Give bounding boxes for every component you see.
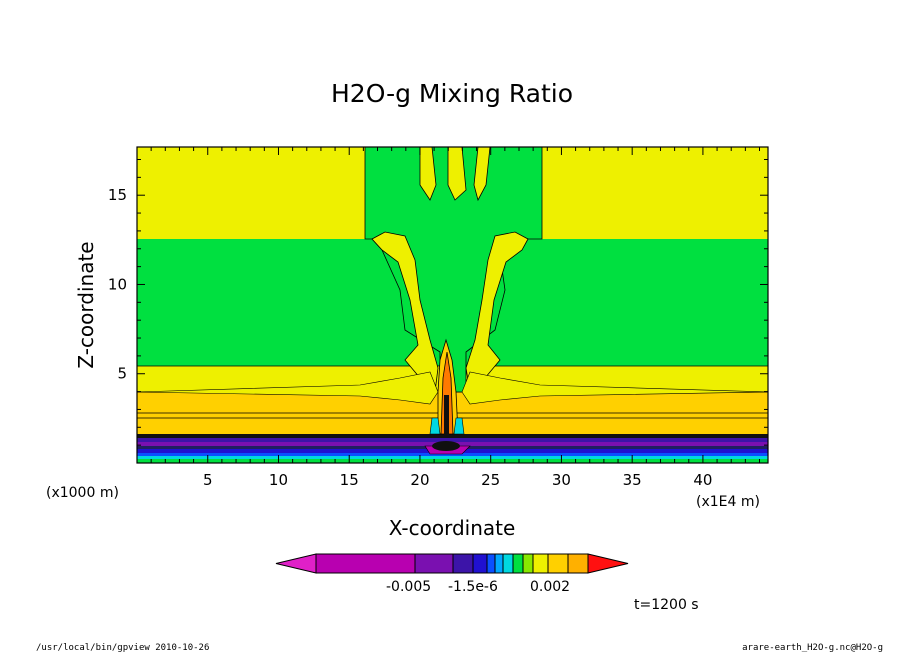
colorbar-segment	[472, 553, 488, 574]
core-dark	[444, 395, 449, 435]
band-dark	[137, 434, 768, 438]
y-axis-title: Z-coordinate	[74, 241, 98, 368]
colorbar-segment	[414, 553, 454, 574]
y-axis: 5 10 15	[108, 158, 768, 446]
x-tick-label: 40	[693, 471, 712, 489]
x-tick-label: 30	[552, 471, 571, 489]
colorbar-segment	[532, 553, 549, 574]
colorbar-label: -1.5e-6	[448, 579, 498, 595]
band-indigo	[137, 438, 768, 442]
y-unit-label: (x1000 m)	[46, 485, 119, 501]
x-unit-label: (x1E4 m)	[696, 494, 760, 510]
x-tick-label: 20	[410, 471, 429, 489]
core-cyan-left	[429, 417, 441, 435]
colorbar-end-left	[275, 553, 317, 574]
band-green-bottom	[137, 459, 768, 463]
core-dark-blob	[432, 441, 460, 451]
band-cyan	[137, 456, 768, 459]
x-tick-label: 15	[340, 471, 359, 489]
x-tick-label: 25	[481, 471, 500, 489]
colorbar	[275, 553, 629, 574]
x-tick-label: 10	[269, 471, 288, 489]
colorbar-segment	[315, 553, 416, 574]
x-axis: 5 10 15 20 25 30 35 40	[150, 147, 761, 489]
colorbar-segment	[567, 553, 589, 574]
colorbar-segment	[547, 553, 569, 574]
colorbar-segment	[486, 553, 496, 574]
wing-right	[461, 371, 769, 405]
x-tick-label: 5	[203, 471, 213, 489]
colorbar-label: 0.002	[530, 579, 570, 595]
x-tick-label: 35	[623, 471, 642, 489]
plot-area	[136, 146, 769, 463]
time-annotation: t=1200 s	[634, 597, 699, 613]
y-tick-label: 5	[117, 365, 127, 383]
colorbar-end-right	[587, 553, 629, 574]
colorbar-segment	[502, 553, 514, 574]
y-tick-label: 10	[108, 275, 127, 293]
y-tick-label: 15	[108, 186, 127, 204]
band-azure	[137, 453, 768, 456]
footer-left: /usr/local/bin/gpview 2010-10-26	[36, 643, 209, 653]
footer-right: arare-earth_H2O-g.nc@H2O-g	[742, 643, 883, 653]
colorbar-segment	[512, 553, 524, 574]
core-cyan-right	[453, 417, 465, 435]
x-axis-title: X-coordinate	[389, 516, 516, 540]
colorbar-label: -0.005	[386, 579, 431, 595]
chart-title: H2O-g Mixing Ratio	[331, 79, 573, 108]
colorbar-segment	[522, 553, 534, 574]
colorbar-segment	[494, 553, 504, 574]
colorbar-segment	[452, 553, 474, 574]
plot-frame	[136, 146, 769, 464]
